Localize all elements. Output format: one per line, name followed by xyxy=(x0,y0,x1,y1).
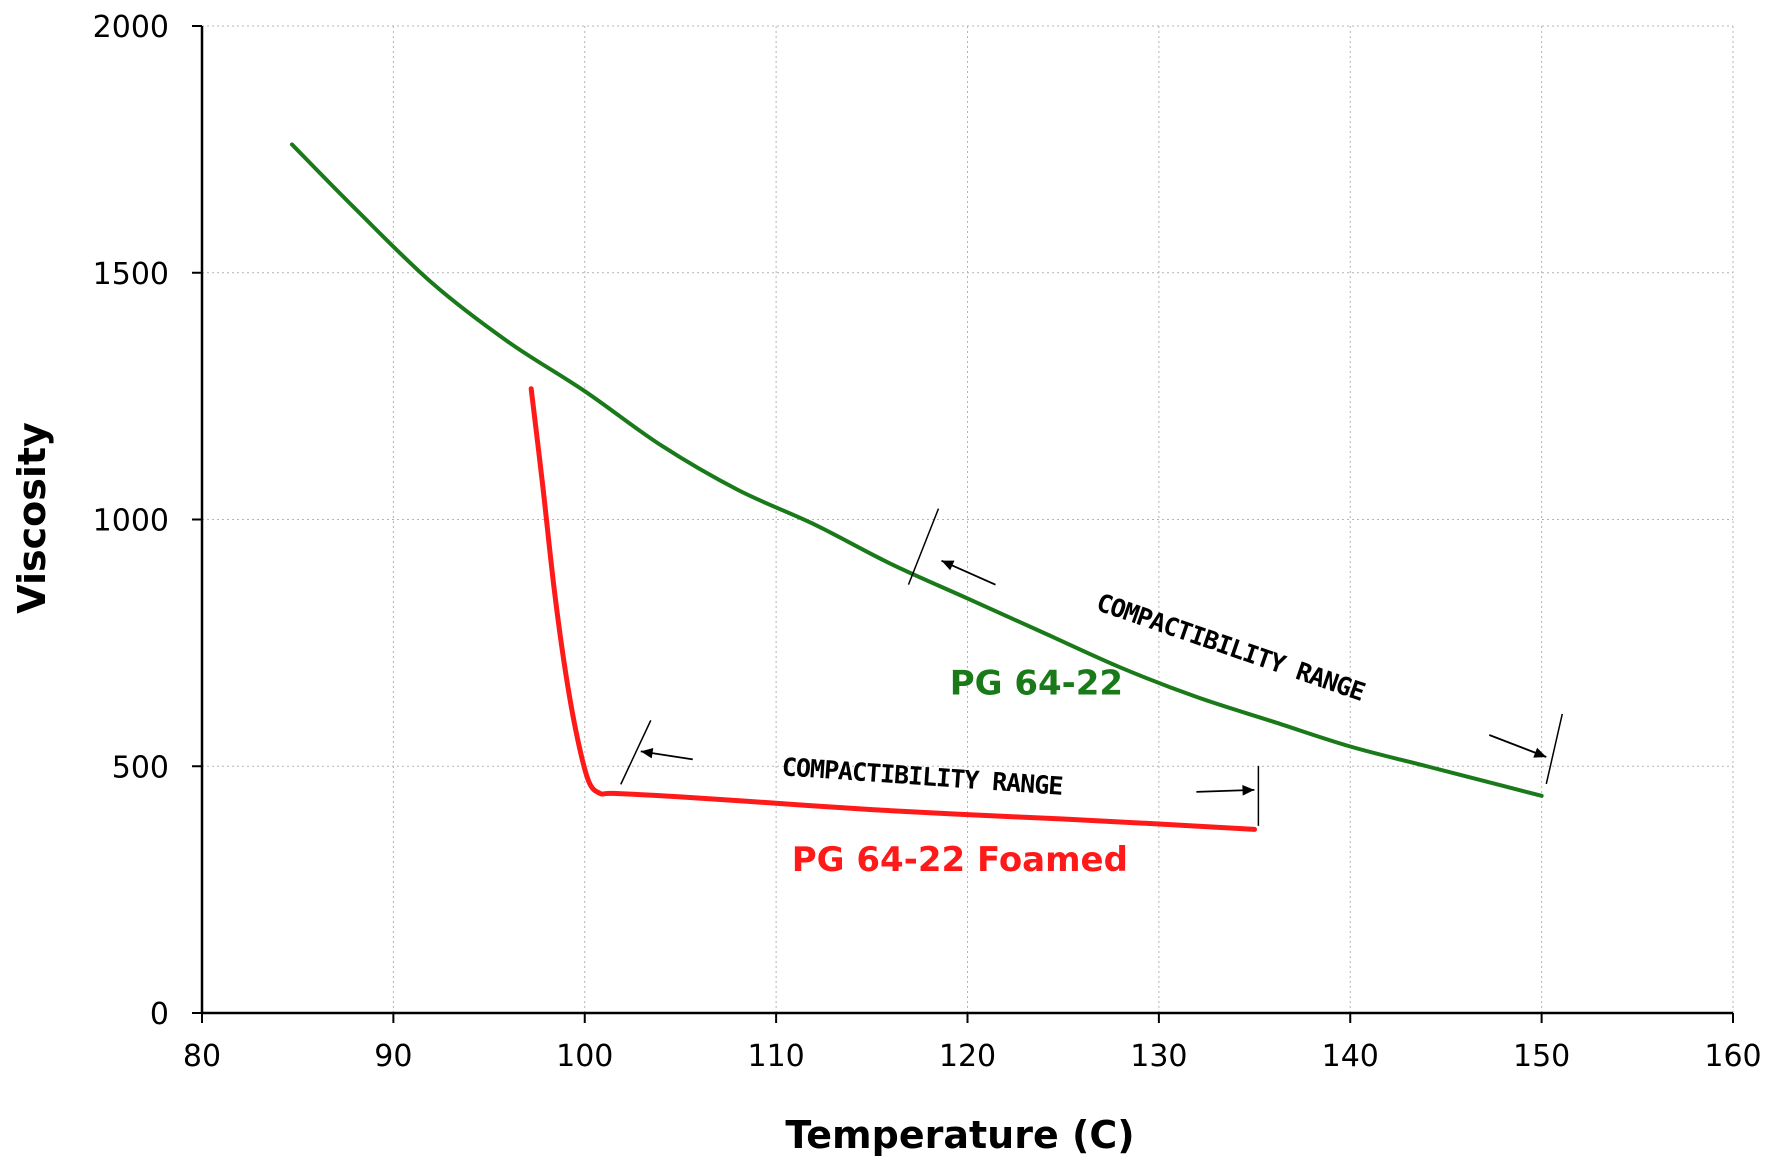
axes xyxy=(192,25,1734,1023)
series-lines xyxy=(289,142,1544,832)
series-line-pg-64-22 xyxy=(289,142,1544,798)
x-tick-label: 110 xyxy=(747,1039,804,1074)
red-range-start-arrow-head xyxy=(640,747,654,759)
red-range-end-arrow-head xyxy=(1242,784,1255,796)
series-line-pg-64-22-foamed xyxy=(528,386,1258,832)
pg-64-22-label: PG 64-22 xyxy=(950,664,1123,704)
x-tick-label: 130 xyxy=(1130,1039,1187,1074)
green-range-start-tick xyxy=(907,508,940,585)
x-tick-label: 100 xyxy=(556,1039,613,1074)
x-tick-label: 90 xyxy=(374,1039,412,1074)
y-tick-label: 500 xyxy=(112,750,169,785)
green-range-end-tick xyxy=(1545,713,1564,785)
green-range-end-arrow-head xyxy=(1533,747,1547,758)
x-tick-label: 150 xyxy=(1513,1039,1570,1074)
y-axis-title: Viscosity xyxy=(10,422,54,614)
x-tick-label: 140 xyxy=(1322,1039,1379,1074)
y-tick-label: 1000 xyxy=(93,504,169,539)
y-tick-label: 2000 xyxy=(93,10,169,45)
tick-labels: 80 90 100 110 120 130 140 150 160 0 500 1000 1500 200… xyxy=(93,10,1762,1074)
x-tick-label: 80 xyxy=(183,1039,221,1074)
x-axis-title: Temperature (C) xyxy=(785,1113,1134,1157)
compactibility-range-label: COMPACTIBILITY RANGE xyxy=(781,752,1063,801)
pg-64-22-foamed-label: PG 64-22 Foamed xyxy=(792,840,1128,880)
x-tick-label: 120 xyxy=(939,1039,996,1074)
red-range-start-tick xyxy=(620,720,652,785)
grid xyxy=(202,25,1734,1013)
x-tick-label: 160 xyxy=(1704,1039,1761,1074)
y-tick-label: 0 xyxy=(150,997,169,1032)
compactibility-range-label: COMPACTIBILITY RANGE xyxy=(1093,588,1368,707)
annotations: PG 64-22 PG 64-22 Foamed COMPACTIBILITY RA… xyxy=(781,588,1368,880)
green-range-start-arrow-head xyxy=(941,560,955,571)
y-tick-label: 1500 xyxy=(93,257,169,292)
range-markers xyxy=(620,508,1564,826)
